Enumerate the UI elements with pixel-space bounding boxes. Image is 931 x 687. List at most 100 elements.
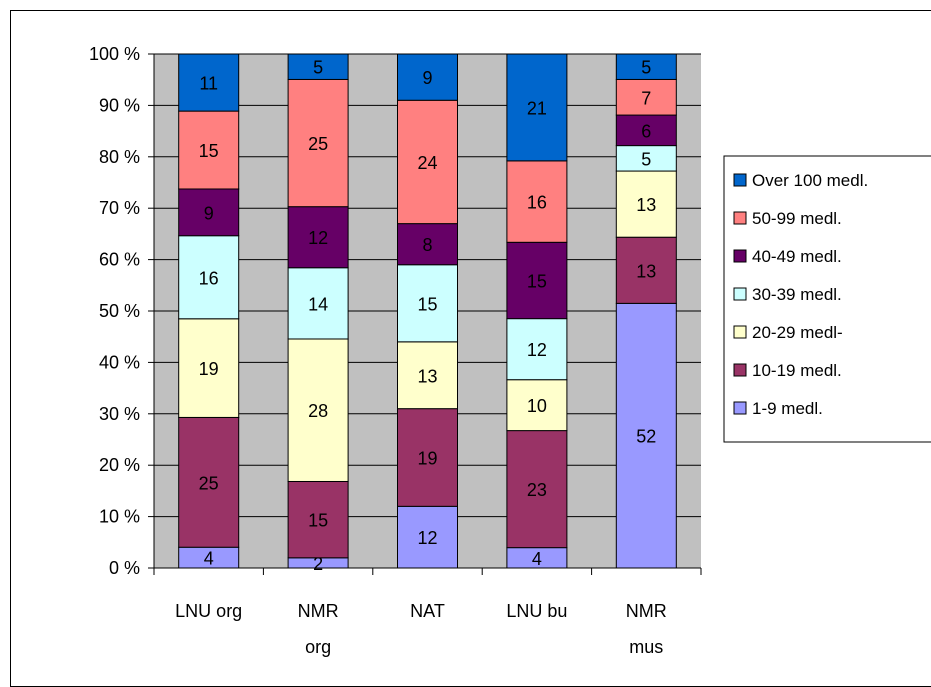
bar-segment-3-2 (506, 379, 568, 432)
x-category-label: NAT (410, 601, 445, 621)
bar-segment-1-5 (287, 78, 349, 208)
y-tick-label: 20 % (99, 455, 140, 475)
data-label: 16 (199, 268, 219, 288)
data-label: 15 (527, 271, 547, 291)
legend-swatch (733, 287, 747, 301)
y-tick-label: 40 % (99, 352, 140, 372)
bar-segment-0-2 (178, 318, 240, 418)
legend-label: 40-49 medl. (752, 247, 842, 266)
data-label: 5 (641, 58, 651, 78)
y-tick-label: 100 % (89, 44, 140, 64)
x-category-label: LNU bu (506, 601, 567, 621)
data-label: 19 (199, 359, 219, 379)
bar-segment-2-4 (397, 223, 458, 266)
y-tick-label: 30 % (99, 404, 140, 424)
bar-segment-0-4 (178, 188, 240, 237)
legend-swatch (733, 325, 747, 339)
x-category-label: LNU org (175, 601, 242, 621)
data-label: 12 (417, 528, 437, 548)
data-label: 5 (641, 149, 651, 169)
data-label: 6 (641, 121, 651, 141)
data-label: 15 (199, 141, 219, 161)
bar-segment-2-5 (397, 99, 458, 225)
legend-label: 10-19 medl. (752, 361, 842, 380)
data-label: 4 (204, 549, 214, 569)
bar-segment-2-6 (397, 53, 458, 101)
x-category-label: NMR (626, 601, 667, 621)
data-label: 25 (199, 473, 219, 493)
y-tick-label: 70 % (99, 198, 140, 218)
data-label: 5 (313, 58, 323, 78)
x-category-label: mus (629, 637, 663, 657)
bar-segment-1-4 (287, 206, 349, 269)
legend-label: Over 100 medl. (752, 171, 868, 190)
bar-segment-0-5 (178, 110, 240, 190)
data-label: 23 (527, 480, 547, 500)
data-label: 4 (532, 549, 542, 569)
bar-segment-0-6 (178, 53, 240, 112)
legend-swatch (733, 363, 747, 377)
data-label: 14 (308, 294, 328, 314)
data-label: 9 (204, 203, 214, 223)
bar-segment-3-5 (506, 160, 568, 243)
legend-label: 50-99 medl. (752, 209, 842, 228)
legend-swatch (733, 249, 747, 263)
bar-segment-2-3 (397, 264, 458, 343)
bar-segment-3-6 (506, 53, 568, 162)
data-label: 15 (417, 294, 437, 314)
bar-segment-2-1 (397, 408, 458, 507)
bar-segment-0-3 (178, 235, 240, 320)
bar-segment-1-2 (287, 338, 349, 482)
bar-segment-1-1 (287, 480, 349, 559)
data-label: 25 (308, 134, 328, 154)
data-label: 12 (527, 340, 547, 360)
bar-segment-4-5 (615, 78, 677, 116)
y-tick-label: 50 % (99, 301, 140, 321)
bar-segment-4-6 (615, 53, 677, 80)
data-label: 8 (422, 235, 432, 255)
bar-segment-3-3 (506, 318, 568, 381)
legend-label: 1-9 medl. (752, 399, 823, 418)
data-label: 15 (308, 511, 328, 531)
data-label: 13 (417, 366, 437, 386)
legend-label: 30-39 medl. (752, 285, 842, 304)
data-label: 2 (313, 554, 323, 574)
data-label: 13 (636, 195, 656, 215)
x-category-label: NMR (298, 601, 339, 621)
data-label: 52 (636, 427, 656, 447)
data-label: 16 (527, 193, 547, 213)
data-label: 10 (527, 396, 547, 416)
data-label: 13 (636, 261, 656, 281)
data-label: 28 (308, 401, 328, 421)
bar-segment-4-2 (615, 170, 677, 238)
bar-segment-3-1 (506, 430, 568, 549)
data-label: 19 (417, 448, 437, 468)
legend-swatch (733, 401, 747, 415)
data-label: 11 (199, 74, 218, 94)
data-label: 21 (527, 98, 547, 118)
bar-segment-4-4 (615, 114, 677, 147)
legend-box (723, 155, 931, 443)
data-label: 9 (422, 68, 432, 88)
y-tick-label: 10 % (99, 507, 140, 527)
bar-segment-4-3 (615, 145, 677, 172)
data-label: 12 (308, 228, 328, 248)
bar-segment-0-1 (178, 416, 240, 548)
data-label: 7 (641, 88, 651, 108)
y-tick-label: 0 % (109, 558, 140, 578)
y-tick-label: 60 % (99, 250, 140, 270)
bar-segment-1-6 (287, 53, 349, 80)
y-tick-label: 90 % (99, 95, 140, 115)
x-category-label: org (305, 637, 331, 657)
bar-segment-3-4 (506, 241, 568, 320)
data-label: 24 (417, 153, 437, 173)
bar-segment-4-1 (615, 236, 677, 304)
bar-segment-2-2 (397, 341, 458, 410)
legend-swatch (733, 211, 747, 225)
y-tick-label: 80 % (99, 147, 140, 167)
legend-label: 20-29 medl- (752, 323, 843, 342)
bar-segment-2-0 (397, 505, 458, 569)
bar-segment-1-3 (287, 267, 349, 340)
legend-swatch (733, 173, 747, 187)
